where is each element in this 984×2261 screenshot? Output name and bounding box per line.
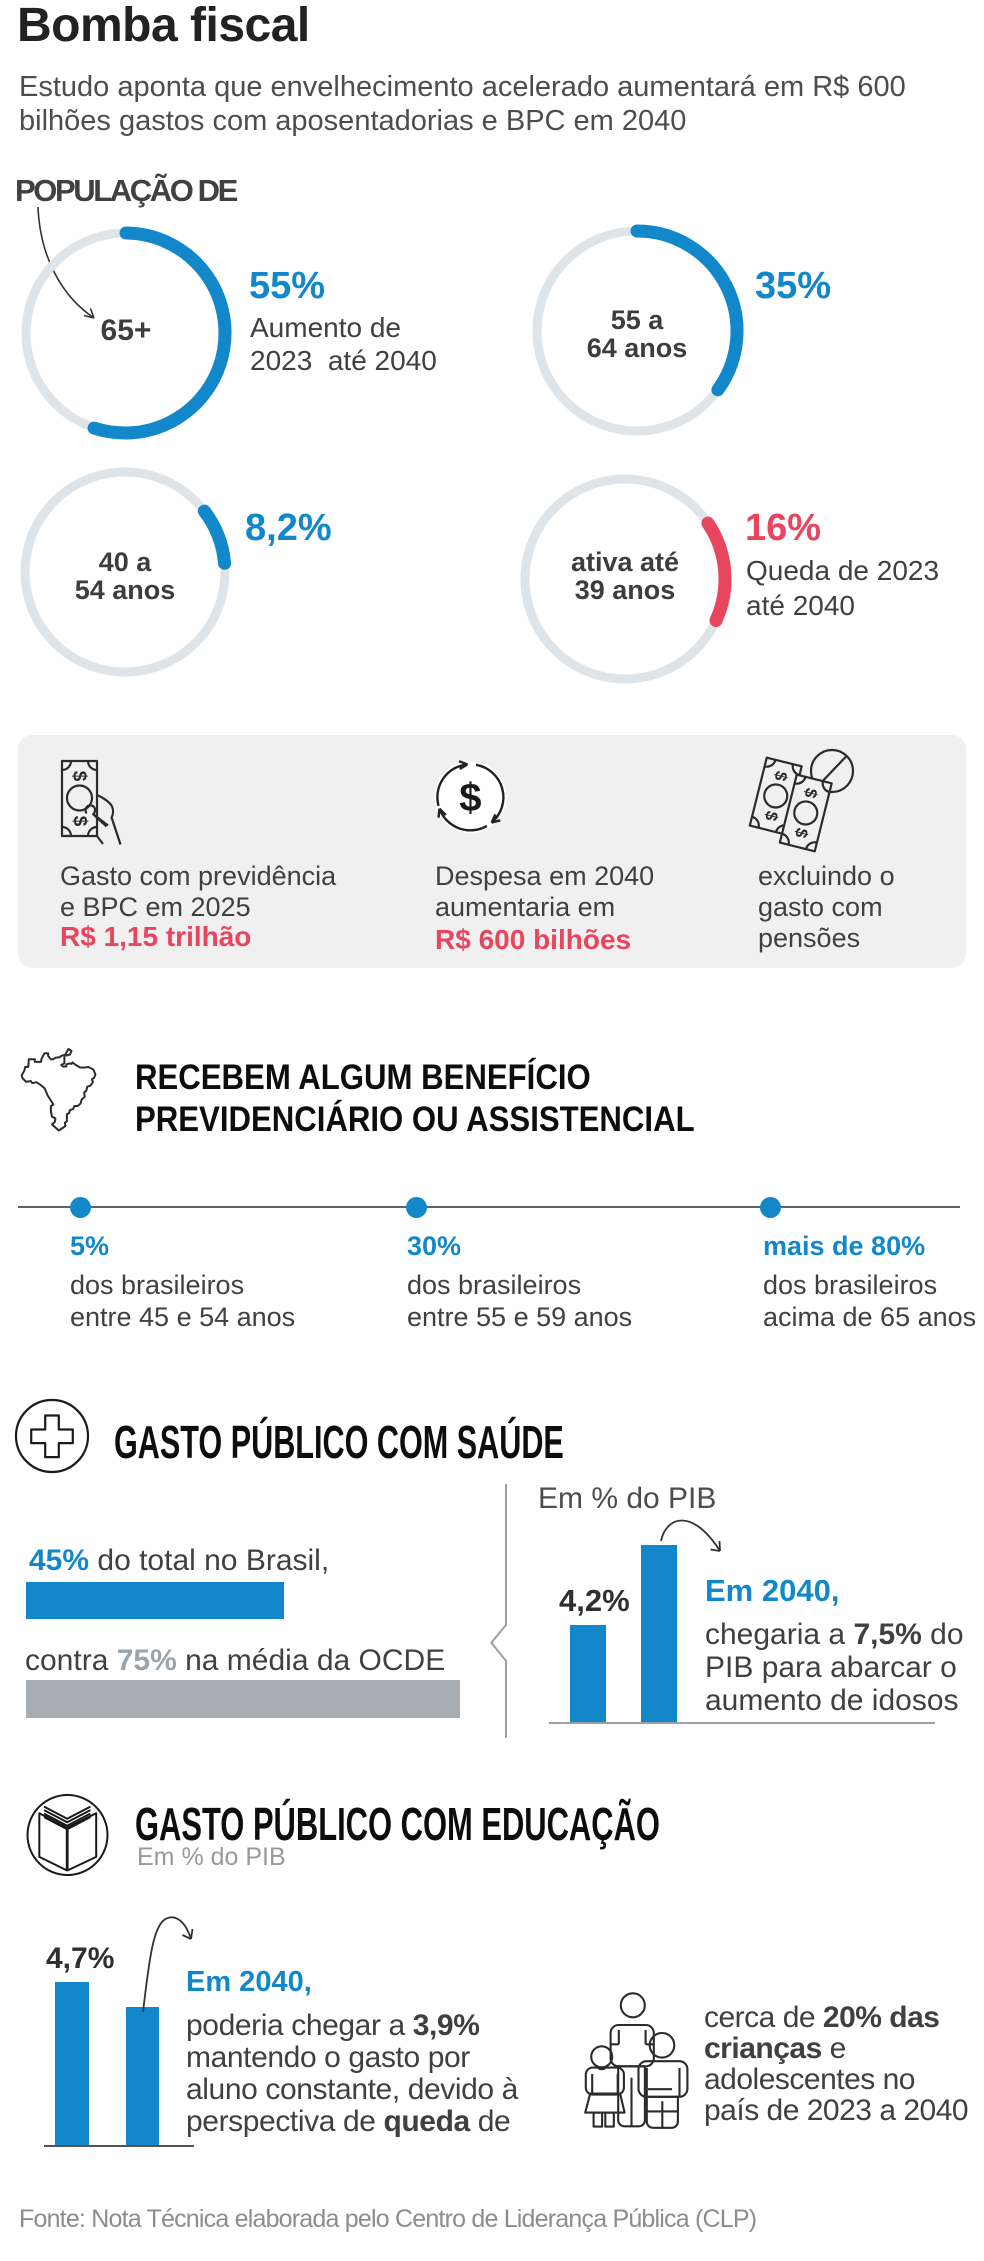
svg-text:$: $ — [69, 771, 90, 782]
svg-text:$: $ — [459, 776, 481, 820]
svg-text:$: $ — [69, 816, 90, 827]
